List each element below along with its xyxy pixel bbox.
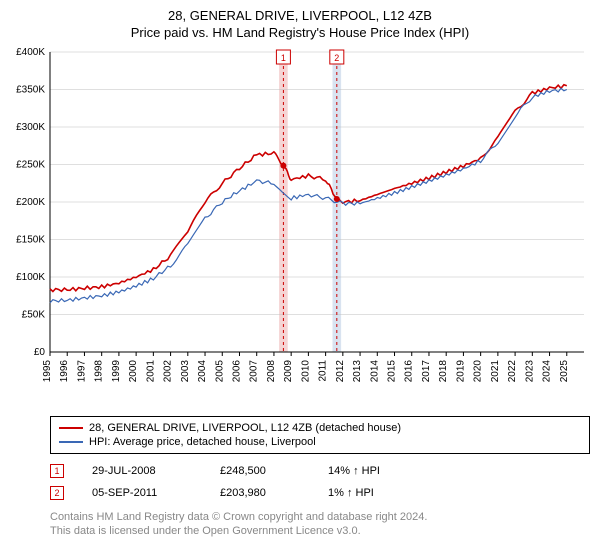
- transaction-date: 05-SEP-2011: [92, 487, 192, 499]
- legend-label: 28, GENERAL DRIVE, LIVERPOOL, L12 4ZB (d…: [89, 422, 401, 434]
- x-tick-label: 1995: [42, 360, 53, 383]
- y-tick-label: £150K: [16, 235, 45, 246]
- x-tick-label: 2015: [387, 360, 398, 383]
- x-tick-label: 1999: [111, 360, 122, 383]
- x-tick-label: 2016: [404, 360, 415, 383]
- transaction-date: 29-JUL-2008: [92, 465, 192, 477]
- legend-swatch: [59, 441, 83, 443]
- legend-box: 28, GENERAL DRIVE, LIVERPOOL, L12 4ZB (d…: [50, 416, 590, 454]
- transaction-row: 1 29-JUL-2008 £248,500 14% ↑ HPI: [50, 460, 592, 482]
- chart-svg: £0 £50K £100K £150K £200K £250K £300K £350K £400…: [8, 48, 592, 408]
- chart-subtitle: Price paid vs. HM Land Registry's House …: [8, 25, 592, 40]
- legend-swatch: [59, 427, 83, 429]
- x-tick-label: 2003: [180, 360, 191, 383]
- x-tick-label: 2020: [473, 360, 484, 383]
- x-tick-label: 2022: [507, 360, 518, 383]
- y-tick-label: £50K: [22, 310, 46, 321]
- x-tick-label: 2007: [249, 360, 260, 383]
- x-tick-label: 2023: [524, 360, 535, 383]
- x-tick-label: 1997: [76, 360, 87, 383]
- y-tick-label: £350K: [16, 85, 45, 96]
- x-tick-label: 2011: [318, 360, 329, 382]
- x-tick-label: 2001: [145, 360, 156, 383]
- x-tick-label: 2010: [300, 360, 311, 383]
- transaction-marker: 2: [50, 486, 64, 500]
- legend-item: HPI: Average price, detached house, Live…: [59, 435, 581, 449]
- y-tick-label: £300K: [16, 122, 45, 133]
- x-tick-label: 1996: [59, 360, 70, 383]
- chart-title: 28, GENERAL DRIVE, LIVERPOOL, L12 4ZB: [8, 8, 592, 23]
- x-tick-label: 2018: [438, 360, 449, 383]
- y-tick-label: £0: [34, 347, 46, 358]
- x-tick-label: 1998: [94, 360, 105, 383]
- x-tick-label: 2008: [266, 360, 277, 383]
- x-tick-label: 2025: [559, 360, 570, 383]
- x-tick-label: 2014: [369, 360, 380, 383]
- series-property: [50, 85, 567, 292]
- x-tick-label: 2012: [335, 360, 346, 383]
- x-tick-label: 2004: [197, 360, 208, 383]
- x-tick-label: 2021: [490, 360, 501, 383]
- x-tick-label: 2019: [455, 360, 466, 383]
- y-tick-label: £400K: [16, 48, 45, 58]
- transaction-dot: [280, 163, 286, 169]
- transaction-marker: 1: [50, 464, 64, 478]
- series-hpi: [50, 88, 567, 302]
- legend-item: 28, GENERAL DRIVE, LIVERPOOL, L12 4ZB (d…: [59, 421, 581, 435]
- footer-attribution: Contains HM Land Registry data © Crown c…: [50, 510, 592, 539]
- chart-container: 28, GENERAL DRIVE, LIVERPOOL, L12 4ZB Pr…: [0, 0, 600, 545]
- transaction-marker-label: 1: [281, 53, 286, 63]
- y-tick-label: £200K: [16, 197, 45, 208]
- x-tick-label: 2006: [231, 360, 242, 383]
- y-tick-label: £250K: [16, 160, 45, 171]
- transaction-price: £203,980: [220, 487, 300, 499]
- x-tick-label: 2005: [214, 360, 225, 383]
- x-tick-label: 2017: [421, 360, 432, 383]
- x-tick-label: 2024: [542, 360, 553, 383]
- transaction-table: 1 29-JUL-2008 £248,500 14% ↑ HPI 2 05-SEP-201…: [50, 460, 592, 504]
- transaction-row: 2 05-SEP-2011 £203,980 1% ↑ HPI: [50, 482, 592, 504]
- transaction-delta: 14% ↑ HPI: [328, 465, 418, 477]
- x-tick-label: 2002: [163, 360, 174, 383]
- transaction-marker-label: 2: [334, 53, 339, 63]
- transaction-dot: [334, 196, 340, 202]
- legend-label: HPI: Average price, detached house, Live…: [89, 436, 316, 448]
- chart-area: £0 £50K £100K £150K £200K £250K £300K £350K £400…: [8, 48, 592, 408]
- y-tick-label: £100K: [16, 272, 45, 283]
- x-tick-label: 2000: [128, 360, 139, 383]
- x-tick-label: 2013: [352, 360, 363, 383]
- transaction-delta: 1% ↑ HPI: [328, 487, 418, 499]
- footer-line-2: This data is licensed under the Open Gov…: [50, 524, 592, 538]
- footer-line-1: Contains HM Land Registry data © Crown c…: [50, 510, 592, 524]
- transaction-price: £248,500: [220, 465, 300, 477]
- x-tick-label: 2009: [283, 360, 294, 383]
